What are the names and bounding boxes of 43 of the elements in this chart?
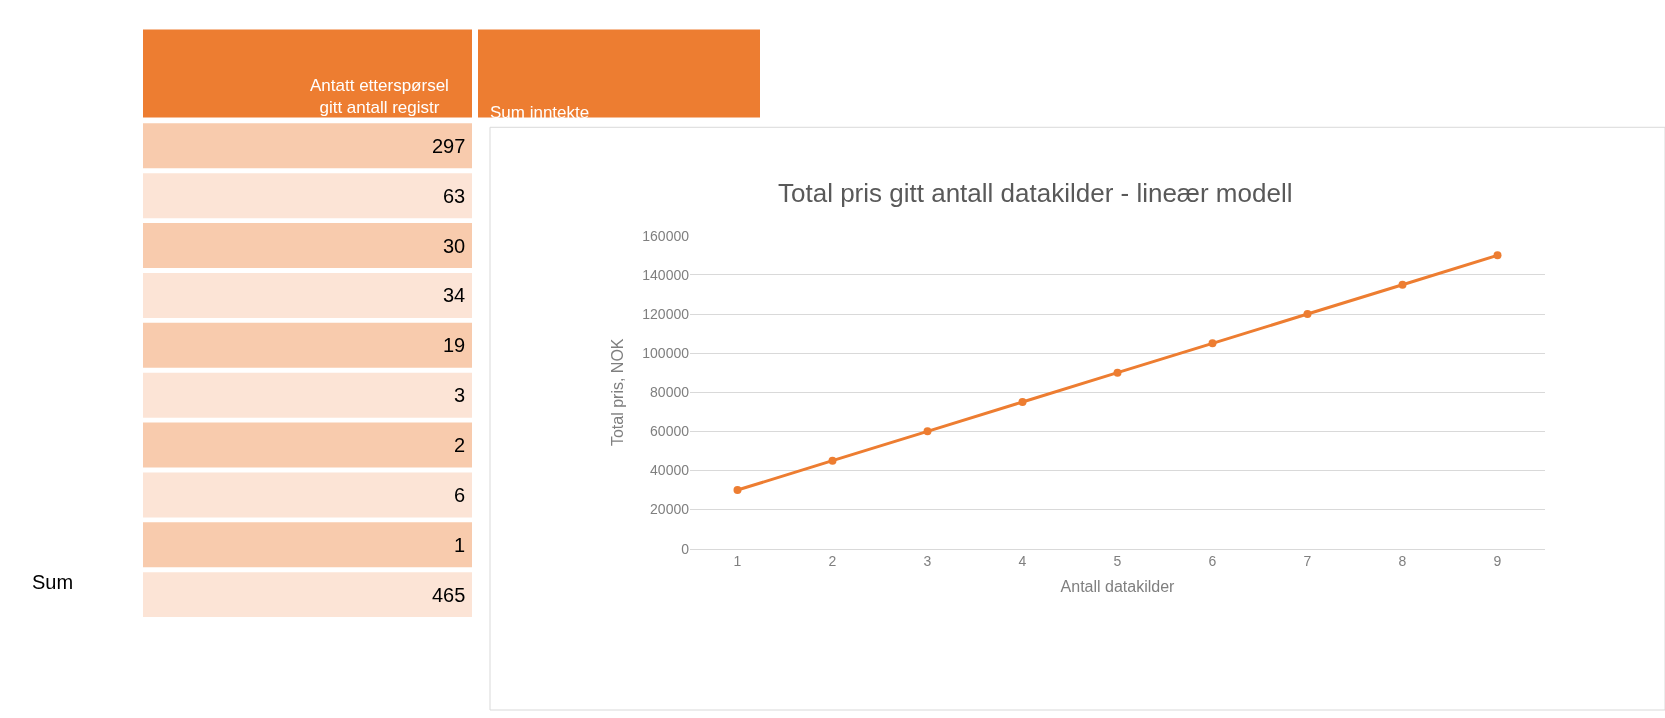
data-label: 3 <box>454 384 466 406</box>
y-tick-label: 120000 <box>642 305 690 322</box>
chart-title: Total pris gitt antall datakilder - lineær modell <box>778 178 1293 208</box>
text: Sum inntekte <box>490 103 590 122</box>
x-tick-label: 3 <box>923 553 932 570</box>
data-label: 63 <box>443 185 466 207</box>
x-tick-label: 9 <box>1493 553 1502 570</box>
point <box>733 486 742 495</box>
y-tick-label: 0 <box>681 540 690 557</box>
point <box>1493 251 1502 260</box>
text: Antatt etterspørsel gitt antall registr <box>310 76 449 118</box>
point <box>1303 310 1312 319</box>
point <box>1113 368 1122 377</box>
point <box>828 456 837 465</box>
x-tick-label: 8 <box>1398 553 1407 570</box>
x-tick-label: 5 <box>1113 553 1122 570</box>
data-label: 30 <box>443 235 466 257</box>
point <box>923 427 932 436</box>
y-tick-label: 60000 <box>650 423 690 440</box>
data-label: 19 <box>443 334 466 356</box>
data-label: 34 <box>443 284 466 306</box>
y-tick-label: 40000 <box>650 462 690 479</box>
point <box>1398 280 1407 289</box>
y-tick-label: 160000 <box>642 227 690 244</box>
data-label: 297 <box>432 135 466 157</box>
y-tick-label: 140000 <box>642 266 690 283</box>
data-label: 1 <box>454 534 466 556</box>
y-axis-title: Total pris, NOK <box>609 338 627 447</box>
x-tick-label: 7 <box>1303 553 1312 570</box>
x-tick-label: 4 <box>1018 553 1027 570</box>
x-axis-title: Antall datakilder <box>1060 578 1176 596</box>
y-tick-label: 100000 <box>642 345 690 362</box>
y-tick-label: 20000 <box>650 501 690 518</box>
x-tick-label: 1 <box>733 553 742 570</box>
point <box>1208 339 1217 348</box>
x-tick-label: 2 <box>828 553 837 570</box>
y-tick-label: 80000 <box>650 384 690 401</box>
data-label: 465 <box>432 584 466 606</box>
point <box>1018 398 1027 407</box>
category-label: Sum <box>32 571 74 593</box>
x-tick-label: 6 <box>1208 553 1217 570</box>
data-label: 6 <box>454 484 466 506</box>
data-label: 2 <box>454 434 466 456</box>
